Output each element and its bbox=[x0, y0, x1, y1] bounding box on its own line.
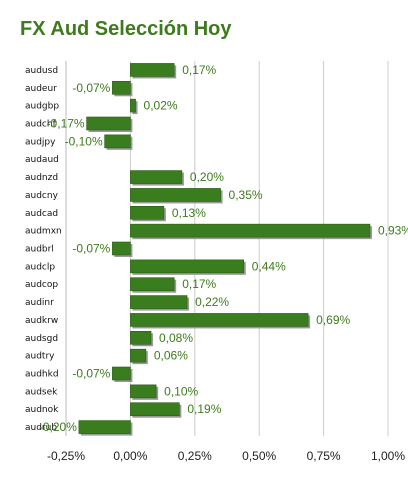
x-tick-label: -0,25% bbox=[47, 449, 85, 463]
bar bbox=[130, 402, 180, 417]
chart-title: FX Aud Selección Hoy bbox=[20, 18, 232, 40]
category-label: audaud bbox=[25, 155, 59, 165]
category-label: audnok bbox=[25, 405, 59, 415]
bar bbox=[130, 259, 245, 274]
x-tick-label: 0,00% bbox=[113, 449, 147, 463]
value-label: 0,20% bbox=[190, 170, 224, 184]
value-label: 0,22% bbox=[195, 295, 229, 309]
value-label: 0,13% bbox=[172, 206, 206, 220]
bar bbox=[112, 366, 131, 381]
category-label: audbrl bbox=[25, 245, 54, 255]
bar bbox=[130, 205, 165, 220]
value-label: -0,07% bbox=[72, 242, 110, 256]
category-label: audmxn bbox=[25, 227, 62, 237]
value-label: 0,44% bbox=[252, 259, 286, 273]
bar bbox=[104, 134, 131, 149]
bar bbox=[130, 170, 183, 184]
category-label: audchf bbox=[25, 120, 57, 130]
category-label: audkrw bbox=[25, 316, 58, 326]
category-label: audusd bbox=[25, 66, 58, 76]
bar bbox=[78, 420, 131, 434]
category-label: audsek bbox=[25, 387, 58, 397]
bar bbox=[130, 313, 309, 327]
value-label: -0,10% bbox=[65, 134, 103, 148]
bar bbox=[130, 98, 136, 113]
x-tick-label: 1,00% bbox=[371, 449, 405, 463]
bar bbox=[130, 223, 371, 238]
category-label: audrub bbox=[25, 423, 57, 433]
bar bbox=[112, 241, 131, 256]
bar bbox=[130, 384, 157, 399]
bar bbox=[130, 63, 175, 77]
value-label: -0,20% bbox=[39, 420, 77, 434]
bar bbox=[130, 277, 175, 292]
category-label: audinr bbox=[25, 298, 54, 308]
value-label: 0,17% bbox=[182, 277, 216, 291]
value-label: 0,93% bbox=[378, 224, 408, 238]
value-label: 0,19% bbox=[187, 402, 221, 416]
value-label: 0,69% bbox=[316, 313, 350, 327]
category-label: audclp bbox=[25, 262, 55, 272]
bar bbox=[130, 330, 152, 345]
category-label: audeur bbox=[25, 84, 57, 94]
category-label: audcop bbox=[25, 280, 58, 290]
value-label: 0,35% bbox=[229, 188, 263, 202]
value-label: 0,17% bbox=[182, 63, 216, 77]
category-label: audtry bbox=[25, 352, 55, 362]
value-label: 0,06% bbox=[154, 349, 188, 363]
value-label: 0,02% bbox=[144, 99, 178, 113]
category-label: audhkd bbox=[25, 370, 59, 380]
value-label: -0,17% bbox=[47, 117, 85, 131]
value-label: -0,07% bbox=[72, 367, 110, 381]
bar bbox=[130, 295, 188, 309]
category-label: audjpy bbox=[25, 137, 56, 147]
category-label: audnzd bbox=[25, 173, 58, 183]
bar bbox=[86, 116, 131, 131]
category-label: audgbp bbox=[25, 102, 59, 112]
category-label: audcad bbox=[25, 209, 58, 219]
value-label: 0,10% bbox=[164, 384, 198, 398]
value-label: -0,07% bbox=[72, 81, 110, 95]
x-tick-label: 0,50% bbox=[242, 449, 276, 463]
x-tick-label: 0,75% bbox=[307, 449, 341, 463]
bar bbox=[130, 348, 147, 363]
value-label: 0,08% bbox=[159, 331, 193, 345]
bar bbox=[112, 80, 131, 95]
x-tick-label: 0,25% bbox=[178, 449, 212, 463]
category-label: audsgd bbox=[25, 334, 58, 344]
bar bbox=[130, 188, 221, 202]
category-label: audcny bbox=[25, 191, 59, 201]
